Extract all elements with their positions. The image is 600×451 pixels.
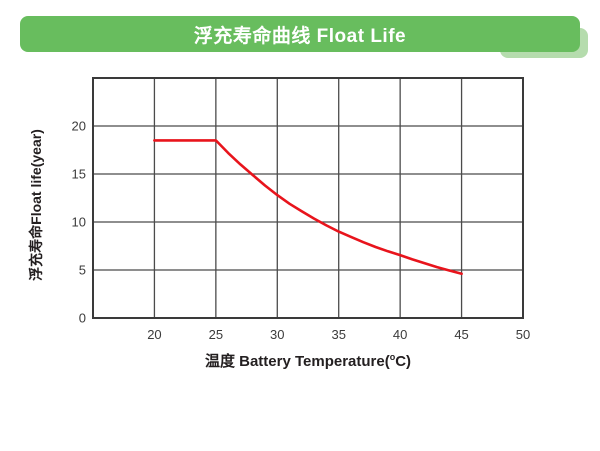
y-axis-label: 浮充寿命Float life(year) — [28, 129, 44, 281]
title-banner: 浮充寿命曲线 Float Life — [20, 16, 580, 52]
x-tick-label: 30 — [270, 327, 285, 342]
x-tick-label: 45 — [454, 327, 469, 342]
page-title: 浮充寿命曲线 Float Life — [193, 25, 407, 47]
y-tick-label: 5 — [78, 262, 86, 278]
float-life-curve — [153, 139, 463, 276]
y-tick-label: 15 — [71, 166, 86, 182]
x-tick-label: 35 — [331, 327, 346, 342]
x-tick-label: 40 — [392, 327, 408, 342]
x-axis-label-text: 温度 Battery Temperature( — [204, 353, 390, 370]
x-tick-label: 50 — [515, 327, 531, 342]
x-axis-label: 温度 Battery Temperature(oC) — [93, 350, 523, 371]
y-tick-label: 20 — [71, 118, 86, 134]
plot-frame — [92, 77, 524, 319]
degree-symbol: o — [389, 352, 396, 362]
y-tick-label: 0 — [78, 310, 86, 326]
x-tick-label: 25 — [208, 327, 224, 342]
y-tick-label: 10 — [71, 214, 86, 230]
grid-lines — [93, 78, 523, 318]
x-tick-label: 20 — [147, 327, 162, 342]
x-axis-label-unit: C) — [395, 353, 412, 370]
